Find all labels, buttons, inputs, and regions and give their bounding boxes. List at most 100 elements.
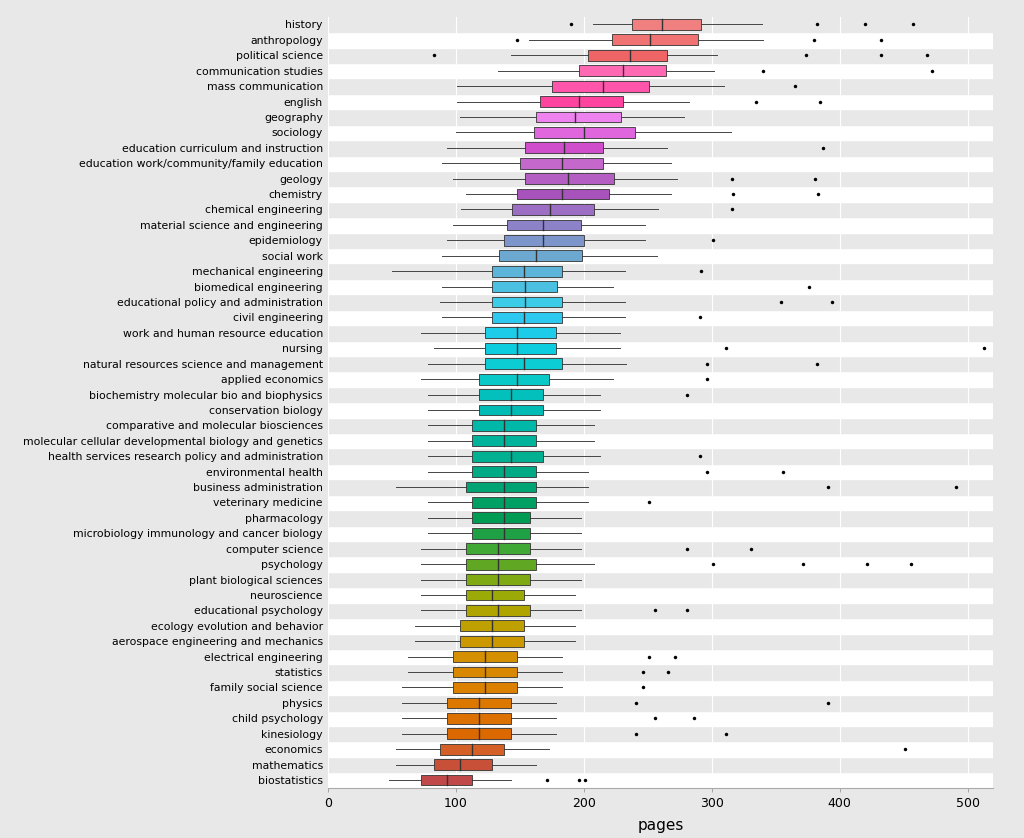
Bar [466,543,530,554]
Bar [453,667,517,677]
Bar [328,233,993,248]
Bar [328,757,993,773]
Bar [453,651,517,662]
Bar [328,541,993,556]
Bar [328,479,993,494]
Bar [328,202,993,217]
Bar [492,266,562,277]
Bar [328,696,993,711]
Bar [328,433,993,448]
Bar [632,19,701,30]
Bar [446,697,511,708]
Bar [460,636,523,647]
Bar [328,248,993,263]
Bar [328,417,993,433]
Bar [472,420,537,431]
Bar [588,50,667,60]
Bar [328,17,993,32]
Bar [472,436,537,446]
Bar [472,466,537,477]
Bar [328,186,993,202]
Bar [328,618,993,634]
Bar [478,389,543,400]
Bar [328,263,993,279]
Bar [328,32,993,48]
Bar [466,605,530,616]
Bar [466,574,530,585]
Bar [328,217,993,233]
Bar [328,294,993,310]
Bar [472,497,537,508]
Bar [524,142,603,153]
Bar [328,665,993,680]
Bar [466,590,523,600]
Bar [492,297,562,308]
Bar [328,556,993,572]
Bar [453,682,517,693]
Bar [328,742,993,757]
Bar [328,109,993,125]
Bar [472,528,530,539]
Bar [328,156,993,171]
Bar [517,189,609,199]
Bar [328,325,993,340]
Bar [328,140,993,156]
X-axis label: pages: pages [637,818,684,833]
Bar [541,96,624,107]
Bar [537,111,621,122]
Bar [328,79,993,94]
Bar [478,405,543,416]
Bar [328,525,993,541]
Bar [446,713,511,724]
Bar [328,387,993,402]
Bar [328,510,993,525]
Bar [534,127,635,137]
Bar [328,371,993,387]
Bar [611,34,697,45]
Bar [440,744,504,754]
Bar [328,603,993,618]
Bar [328,494,993,510]
Bar [434,759,492,770]
Bar [328,634,993,649]
Bar [328,63,993,79]
Bar [328,464,993,479]
Bar [478,374,549,385]
Bar [328,711,993,726]
Bar [512,204,594,215]
Bar [328,94,993,109]
Bar [519,158,603,168]
Bar [507,220,582,230]
Bar [552,80,649,91]
Bar [328,773,993,788]
Bar [328,649,993,665]
Bar [472,451,543,462]
Bar [328,171,993,186]
Bar [472,513,530,523]
Bar [504,235,584,246]
Bar [328,340,993,356]
Bar [485,359,562,369]
Bar [492,282,557,292]
Bar [328,448,993,464]
Bar [485,328,555,339]
Bar [446,728,511,739]
Bar [328,680,993,696]
Bar [328,279,993,294]
Bar [466,559,537,570]
Bar [579,65,666,76]
Bar [328,587,993,603]
Bar [466,482,537,493]
Bar [460,620,523,631]
Bar [328,402,993,417]
Bar [524,173,614,184]
Bar [328,125,993,140]
Bar [328,572,993,587]
Bar [500,251,583,261]
Bar [328,310,993,325]
Bar [328,356,993,371]
Bar [421,774,472,785]
Bar [485,343,555,354]
Bar [328,726,993,742]
Bar [492,312,562,323]
